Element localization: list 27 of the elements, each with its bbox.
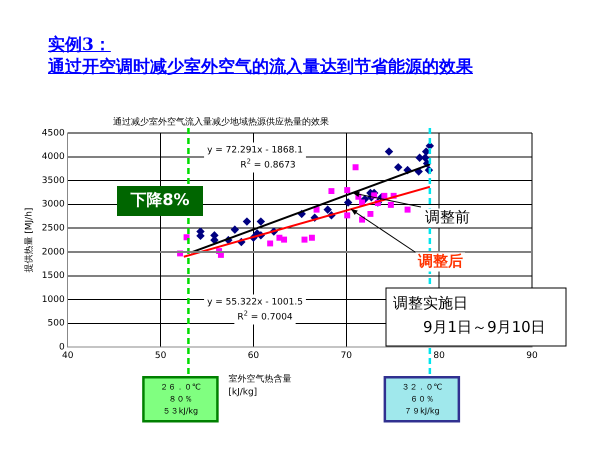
y-tick-label: 4000 bbox=[42, 152, 65, 162]
y-tick-label: 0 bbox=[58, 342, 65, 353]
x-tick-label: 50 bbox=[154, 350, 167, 361]
x-tick-label: 80 bbox=[433, 350, 446, 361]
text: 通过减少室外空气流入量减少地域热源供应热量的效果 bbox=[113, 116, 329, 128]
y-axis-title: 提供热量 [MJ/h] bbox=[24, 208, 35, 273]
y-tick-label: 1000 bbox=[42, 294, 65, 305]
y-tick-label: 1500 bbox=[42, 271, 65, 282]
y-tick-label: 3500 bbox=[42, 176, 65, 186]
x-tick-label: 70 bbox=[340, 350, 352, 361]
annotation: y = 55.322x - 1001.5 bbox=[207, 297, 303, 308]
annotation: y = 72.291x - 1868.1 bbox=[207, 145, 303, 156]
annotation: 下降8% bbox=[129, 190, 190, 210]
x-tick-label: 40 bbox=[62, 350, 74, 361]
annotation: 调整前 bbox=[425, 208, 470, 226]
y-tick-label: 2500 bbox=[42, 224, 65, 234]
annotation: 调整实施日 9月1日～9月10日 bbox=[393, 294, 546, 336]
y-tick-label: 4500 bbox=[42, 128, 65, 138]
x-axis-title: 室外空气热含量 [kJ/kg] bbox=[228, 374, 292, 398]
annotation: 调整后 bbox=[417, 252, 463, 270]
y-tick-label: 2000 bbox=[42, 247, 65, 258]
x-tick-label: 90 bbox=[526, 350, 538, 361]
x-tick-label: 60 bbox=[248, 350, 260, 361]
y-tick-label: 500 bbox=[48, 318, 65, 329]
ref-line-label: ２６．０℃８０％５３kJ/kg bbox=[160, 382, 201, 416]
y-tick-label: 3000 bbox=[42, 200, 65, 210]
ref-line-label: ３２．０℃６０％７９kJ/kg bbox=[401, 382, 442, 416]
